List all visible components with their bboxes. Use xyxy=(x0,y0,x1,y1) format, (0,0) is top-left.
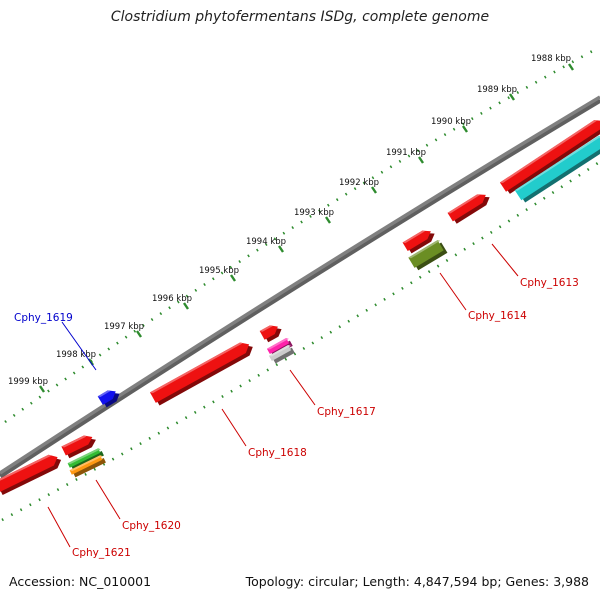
gene-arrow-cphy-1621[interactable] xyxy=(0,451,64,496)
gene-label-cphy-1613-leader xyxy=(491,243,519,277)
kbp-tick-label: 1989 kbp xyxy=(477,85,517,95)
kbp-tick-mark xyxy=(325,216,331,224)
gene-label-cphy-1614[interactable]: Cphy_1614 xyxy=(468,310,527,322)
gene-label-cphy-1613[interactable]: Cphy_1613 xyxy=(520,277,579,289)
kbp-tick-label: 1998 kbp xyxy=(56,350,96,360)
genome-summary-text: Topology: circular; Length: 4,847,594 bp… xyxy=(245,574,589,589)
kbp-tick-mark xyxy=(278,245,284,253)
gene-block-grey[interactable] xyxy=(268,344,295,364)
gene-label-cphy-1619-leader xyxy=(61,321,97,371)
gene-arrow-cphy-1614-upper[interactable] xyxy=(402,226,438,254)
gene-label-cphy-1617[interactable]: Cphy_1617 xyxy=(317,406,376,418)
gene-layer xyxy=(0,115,600,496)
gene-label-cphy-1620[interactable]: Cphy_1620 xyxy=(122,520,181,532)
kbp-tick-mark xyxy=(136,330,142,338)
gene-arrow-cphy-1617-upper[interactable] xyxy=(259,321,284,343)
gene-label-cphy-1618[interactable]: Cphy_1618 xyxy=(248,447,307,459)
kbp-tick-label: 1993 kbp xyxy=(294,208,334,218)
genome-backbone xyxy=(0,95,600,475)
kbp-tick-label: 1990 kbp xyxy=(431,117,471,127)
kbp-tick-label: 1995 kbp xyxy=(199,266,239,276)
kbp-tick-label: 1988 kbp xyxy=(531,54,571,64)
gene-block-cyan[interactable] xyxy=(514,135,600,204)
gene-arrow-upper-right[interactable] xyxy=(499,115,600,195)
kbp-tick-mark xyxy=(230,274,236,282)
kbp-tick-label: 1994 kbp xyxy=(246,237,286,247)
kbp-tick-label: 1991 kbp xyxy=(386,148,426,158)
kbp-tick-mark xyxy=(509,93,515,101)
gene-label-cphy-1614-leader xyxy=(439,272,467,311)
gene-arrow-cphy-1619[interactable] xyxy=(97,386,122,408)
gene-label-cphy-1618-leader xyxy=(221,408,247,447)
genome-backbone-shadow xyxy=(0,97,600,479)
outer-tick-track xyxy=(4,46,599,424)
accession-text: Accession: NC_010001 xyxy=(9,574,152,589)
kbp-tick-mark xyxy=(462,125,468,133)
gene-arrow-cphy-1620-upper[interactable] xyxy=(61,432,98,459)
gene-label-cphy-1620-leader xyxy=(95,479,121,520)
track-layer: 1988 kbp 1989 kbp 1990 kbp 1991 kbp 1992 kbp… xyxy=(0,46,600,522)
kbp-tick-mark xyxy=(418,156,424,164)
gene-arrow-cphy-1618[interactable] xyxy=(149,338,256,406)
kbp-tick-mark xyxy=(39,385,45,393)
kbp-tick-label: 1992 kbp xyxy=(339,178,379,188)
gene-arrow-cphy-1613[interactable] xyxy=(447,190,493,225)
kbp-tick-mark xyxy=(568,63,574,71)
gene-label-cphy-1619[interactable]: Cphy_1619 xyxy=(14,312,73,324)
kbp-tick-label: 1997 kbp xyxy=(104,322,144,332)
gene-block-cphy-1614[interactable] xyxy=(408,239,448,271)
gene-label-cphy-1621[interactable]: Cphy_1621 xyxy=(72,547,131,559)
map-title: Clostridium phytofermentans ISDg, comple… xyxy=(110,9,490,25)
kbp-tick-label: 1999 kbp xyxy=(8,377,48,387)
kbp-tick-label: 1996 kbp xyxy=(152,294,192,304)
label-layer: Cphy_1613 Cphy_1614 Cphy_1617 Cphy_1618 Cphy… xyxy=(14,243,579,559)
gene-label-cphy-1621-leader xyxy=(47,506,71,548)
gene-label-cphy-1617-leader xyxy=(289,369,316,406)
kbp-tick-mark xyxy=(183,302,189,310)
gene-block-orange[interactable] xyxy=(69,454,106,478)
kbp-tick-mark xyxy=(371,186,377,194)
